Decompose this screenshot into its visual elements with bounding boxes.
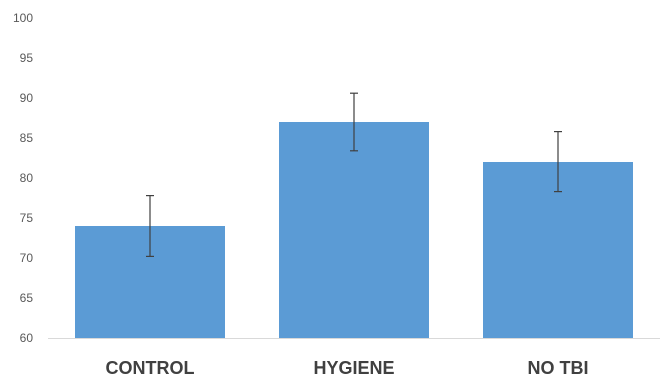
y-tick-label: 95 <box>20 51 34 65</box>
y-tick-label: 60 <box>20 331 34 345</box>
y-tick-label: 90 <box>20 91 34 105</box>
y-tick-label: 100 <box>13 11 33 25</box>
category-label: CONTROL <box>106 358 195 378</box>
error-bar <box>554 131 562 193</box>
category-label: NO TBI <box>528 358 589 378</box>
category-label: HYGIENE <box>313 358 394 378</box>
y-tick-label: 70 <box>20 251 34 265</box>
y-tick-label: 80 <box>20 171 34 185</box>
error-bar <box>350 92 358 152</box>
y-tick-label: 85 <box>20 131 34 145</box>
error-bars-group <box>146 92 562 257</box>
error-bar <box>146 195 154 257</box>
y-axis-ticks: 60 65 70 75 80 85 90 95 100 <box>13 11 33 345</box>
x-axis-labels: CONTROL HYGIENE NO TBI <box>106 358 589 378</box>
bar-hygiene <box>279 122 429 338</box>
bars-group <box>75 122 633 338</box>
y-tick-label: 65 <box>20 291 34 305</box>
y-tick-label: 75 <box>20 211 34 225</box>
